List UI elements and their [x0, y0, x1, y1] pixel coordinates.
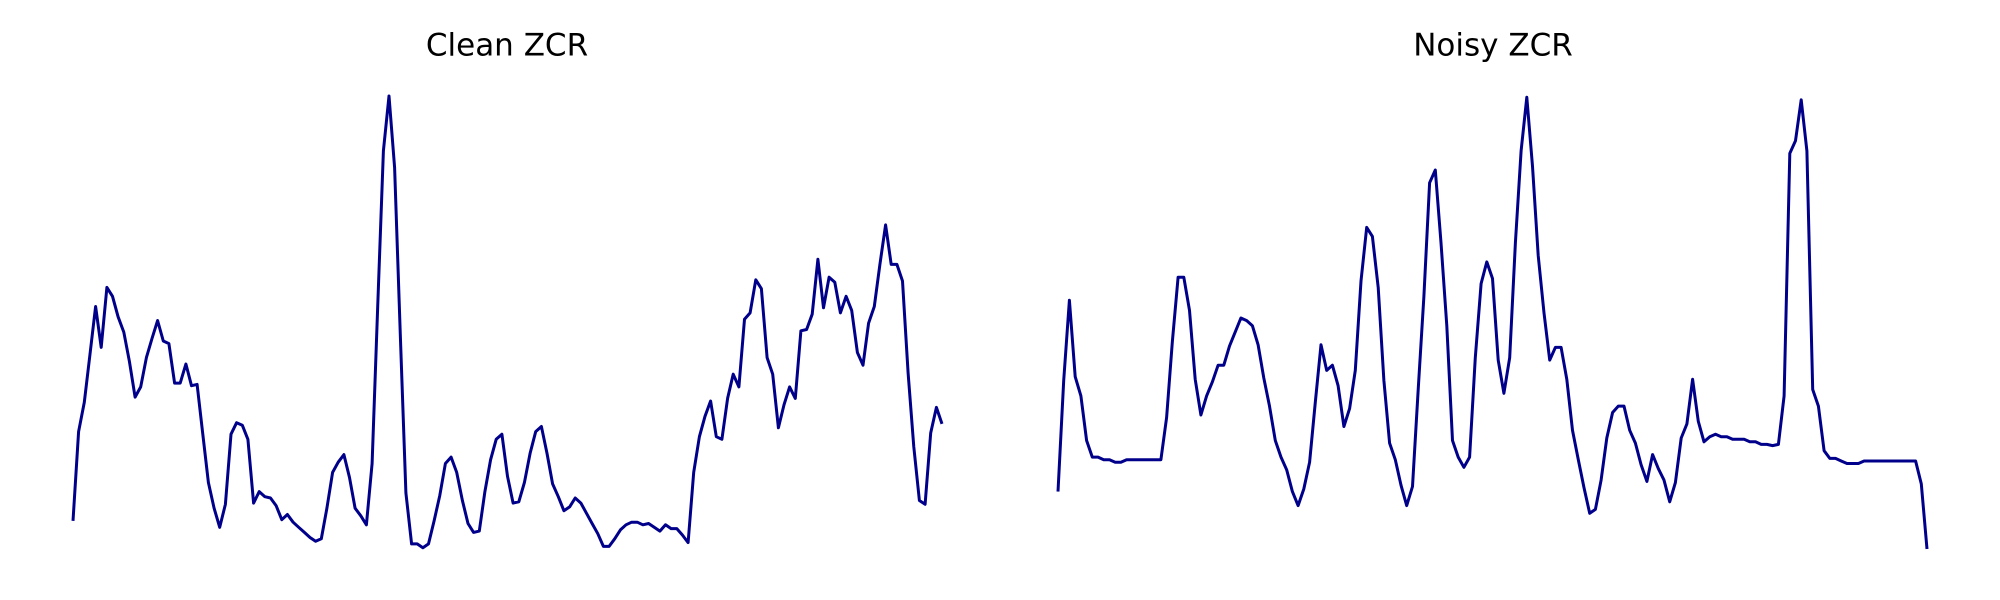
chart-title: Noisy ZCR [1413, 28, 1573, 64]
data-line [71, 94, 944, 550]
data-line [1056, 95, 1929, 550]
chart-title: Clean ZCR [426, 28, 588, 64]
